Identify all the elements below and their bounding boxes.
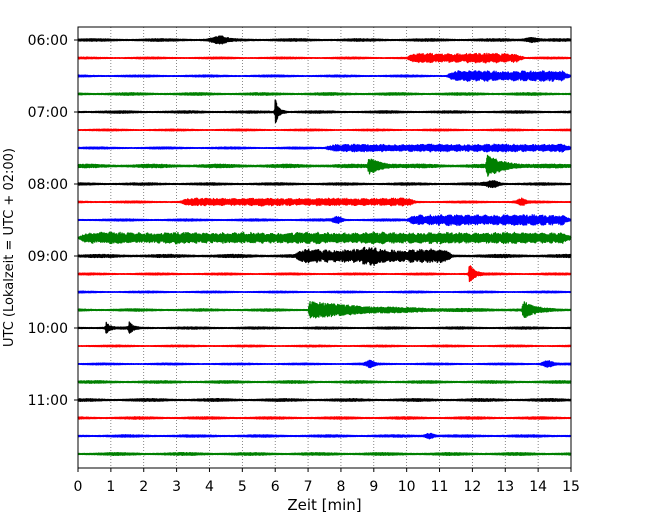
seismogram-trace (77, 35, 572, 45)
x-tick-label: 15 (562, 479, 580, 495)
seismogram-trace (77, 321, 572, 334)
seismogram-trace (77, 70, 572, 82)
seismogram-trace (77, 214, 572, 227)
y-axis: 06:00 07:00 08:00 09:00 10:00 11:00 (28, 33, 78, 409)
seismogram-trace (77, 246, 572, 266)
seismogram-trace (77, 231, 572, 245)
y-tick-label: 09:00 (28, 249, 68, 265)
seismogram-trace (77, 397, 572, 403)
seismogram-trace (77, 359, 572, 369)
y-axis-label: UTC (Lokalzeit = UTC + 02:00) (2, 148, 17, 347)
seismogram-trace (77, 154, 572, 177)
y-tick-label: 11:00 (28, 393, 68, 409)
trace-group (77, 35, 572, 457)
seismogram-trace (77, 99, 572, 124)
y-tick-label: 10:00 (28, 321, 68, 337)
x-tick-label: 14 (529, 479, 547, 495)
seismogram-trace (77, 344, 572, 348)
x-tick-label: 10 (398, 479, 416, 495)
seismogram-trace (77, 300, 572, 319)
seismogram-trace (77, 290, 572, 294)
seismogram-trace (77, 380, 572, 384)
x-tick-label: 11 (431, 479, 449, 495)
seismogram-trace (77, 128, 572, 132)
x-axis-label: Zeit [min] (287, 496, 361, 514)
x-tick-label: 4 (205, 479, 214, 495)
x-tick-label: 12 (463, 479, 481, 495)
x-tick-label: 0 (74, 479, 83, 495)
x-tick-label: 7 (304, 479, 313, 495)
x-tick-label: 13 (496, 479, 514, 495)
seismogram-trace (77, 432, 572, 440)
x-tick-label: 6 (271, 479, 280, 495)
y-tick-label: 07:00 (28, 105, 68, 121)
seismogram-trace (77, 92, 572, 96)
x-tick-label: 1 (106, 479, 115, 495)
seismogram-trace (77, 451, 572, 457)
x-tick-label: 2 (139, 479, 148, 495)
x-tick-label: 9 (369, 479, 378, 495)
y-tick-label: 06:00 (28, 33, 68, 49)
seismogram-trace (77, 180, 572, 189)
seismogram-trace (77, 416, 572, 420)
y-tick-label: 08:00 (28, 177, 68, 193)
x-tick-label: 8 (336, 479, 345, 495)
seismogram-trace (77, 265, 572, 283)
plot-frame (77, 26, 572, 469)
seismogram-trace (77, 52, 572, 64)
x-tick-label: 3 (172, 479, 181, 495)
x-tick-label: 5 (238, 479, 247, 495)
seismogram-trace (77, 143, 572, 153)
seismogram-trace (77, 197, 572, 207)
x-axis: 0 1 2 3 4 5 6 7 8 9 10 11 12 13 14 15 (74, 468, 580, 495)
